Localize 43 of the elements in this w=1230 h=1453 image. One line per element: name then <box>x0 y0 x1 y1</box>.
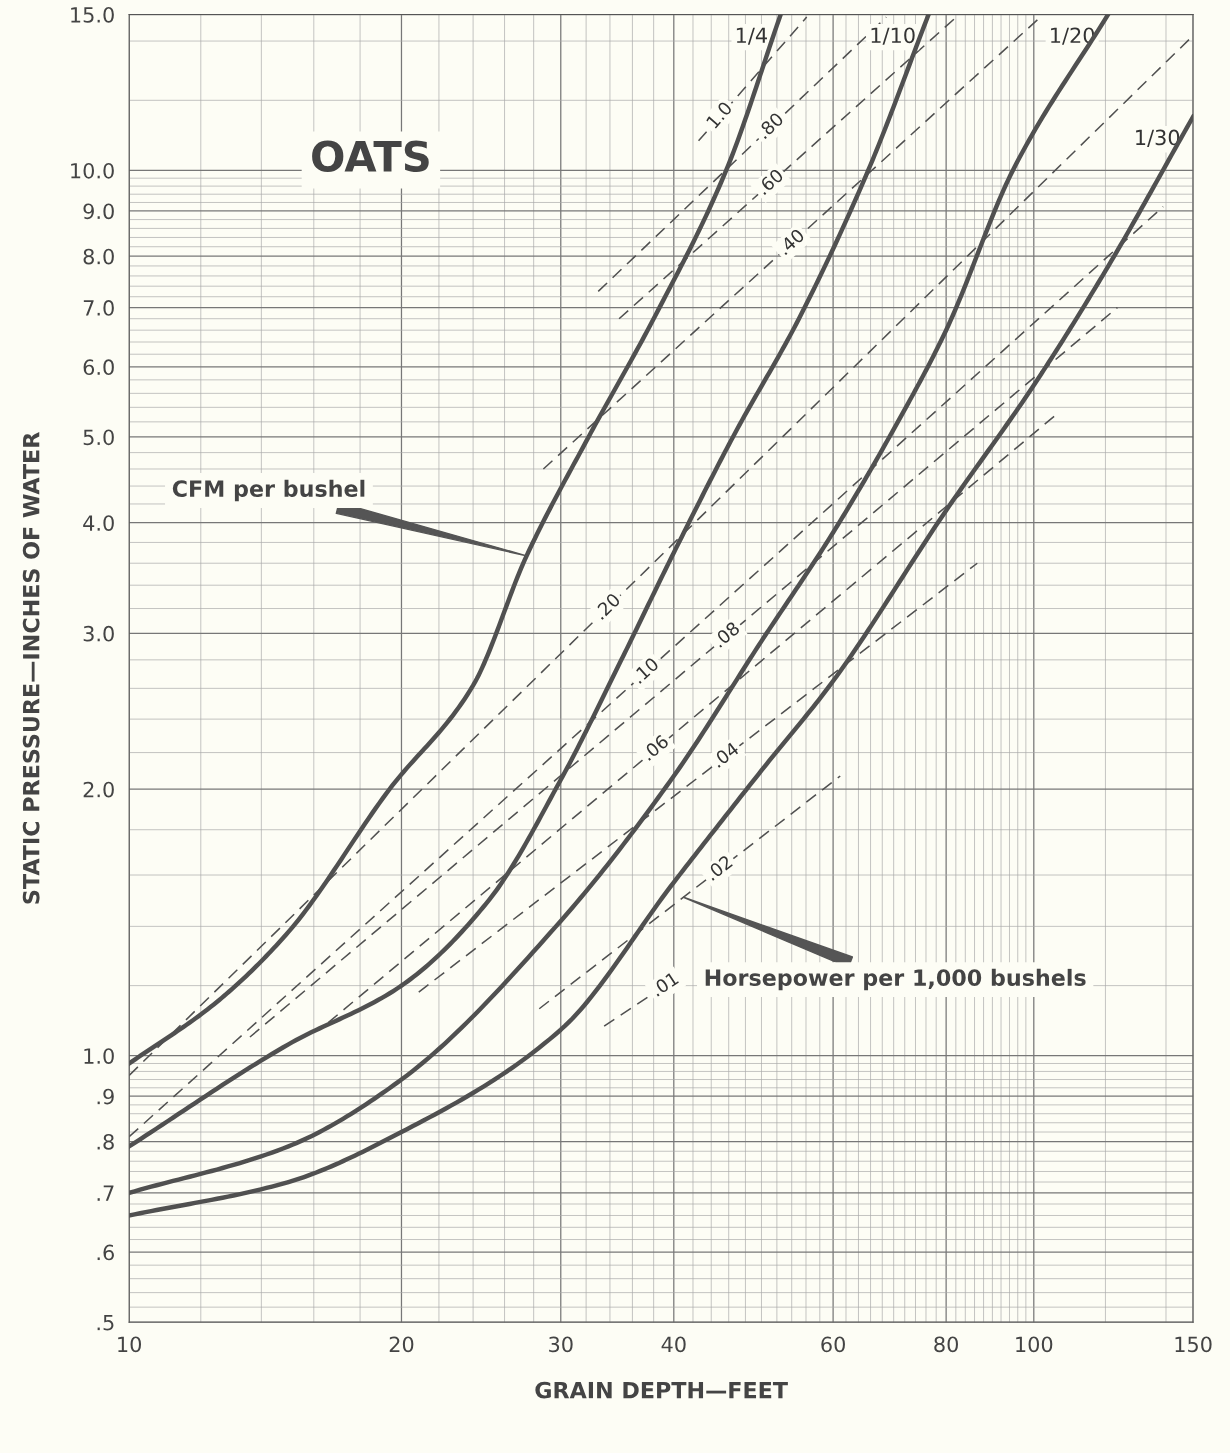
x-tick-label: 20 <box>389 1336 414 1353</box>
x-tick-label: 30 <box>549 1336 573 1353</box>
y-tick-label: 3.0 <box>83 625 114 642</box>
series-label: 1/10 <box>871 27 915 45</box>
y-tick-label: 5.0 <box>83 429 114 446</box>
y-tick-label: 15.0 <box>71 6 114 23</box>
y-tick-label: 1.0 <box>84 1048 114 1064</box>
text: .20 <box>593 592 622 620</box>
text: .02 <box>704 854 733 881</box>
text: .10 <box>631 656 660 684</box>
y-tick-label: 4.0 <box>83 515 114 531</box>
y-tick-label: 7.0 <box>83 300 114 316</box>
x-tick-label: 100 <box>1016 1336 1053 1353</box>
y-tick-label: .8 <box>97 1133 114 1150</box>
x-tick-label: 80 <box>934 1336 958 1353</box>
y-tick-label: 10.0 <box>71 162 114 179</box>
x-tick-label: 10 <box>118 1336 142 1353</box>
annotation: Horsepower per 1,000 bushels <box>705 968 1086 991</box>
text: .60 <box>755 167 785 196</box>
y-tick-label: .9 <box>97 1088 114 1105</box>
y-tick-label: 8.0 <box>83 248 114 265</box>
y-tick-label: .6 <box>97 1244 114 1261</box>
text: 1.0 <box>705 100 733 129</box>
x-axis-title: GRAIN DEPTH—FEET <box>535 1381 788 1399</box>
x-tick-label: 150 <box>1175 1336 1212 1353</box>
text: .40 <box>777 227 806 256</box>
text: .01 <box>650 971 680 997</box>
annotation: CFM per bushel <box>172 479 365 502</box>
x-tick-label: 40 <box>661 1336 686 1353</box>
text: .80 <box>756 111 785 140</box>
x-tick-label: 60 <box>821 1336 845 1353</box>
y-tick-label: .7 <box>97 1185 114 1201</box>
series-label: 1/4 <box>736 27 767 45</box>
y-tick-label: 6.0 <box>83 359 114 376</box>
text: .06 <box>640 734 670 761</box>
y-tick-label: 2.0 <box>83 781 114 798</box>
annotation: OATS <box>312 140 429 173</box>
y-tick-label: 9.0 <box>83 203 114 220</box>
y-tick-label: .5 <box>97 1314 114 1331</box>
series-label: 1/30 <box>1136 129 1180 147</box>
text: .08 <box>712 620 741 648</box>
y-axis-title: STATIC PRESSURE—INCHES OF WATER <box>22 432 40 904</box>
text: .04 <box>710 741 740 768</box>
